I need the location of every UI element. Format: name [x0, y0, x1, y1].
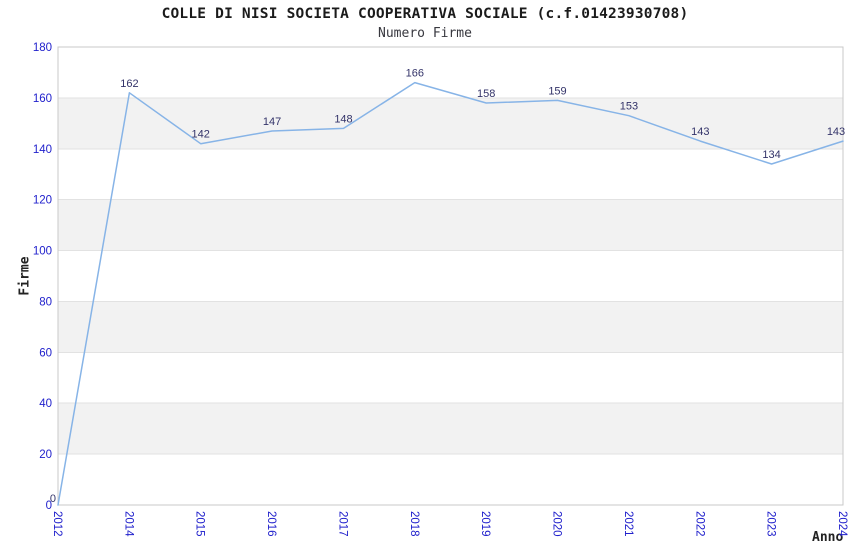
data-label: 148 [334, 113, 352, 125]
data-label: 166 [406, 68, 424, 80]
plot-band [58, 403, 843, 455]
x-tick-label: 2012 [51, 511, 63, 537]
x-tick-label: 2016 [265, 511, 277, 537]
x-tick-label: 2017 [337, 511, 349, 537]
y-tick-label: 60 [39, 347, 52, 359]
y-tick-label: 180 [33, 42, 52, 54]
x-axis-title: Anno [812, 530, 844, 545]
x-tick-label: 2021 [622, 511, 634, 537]
x-tick-label: 2023 [765, 511, 777, 537]
x-tick-label: 2014 [122, 511, 134, 537]
plot-band [58, 97, 843, 149]
y-tick-label: 120 [33, 195, 52, 207]
y-tick-label: 160 [33, 93, 52, 105]
data-label: 134 [762, 149, 780, 161]
data-label: 153 [620, 101, 638, 113]
data-label: 143 [691, 126, 709, 138]
x-tick-label: 2022 [693, 511, 705, 537]
data-label: 159 [548, 85, 566, 97]
chart-title: COLLE DI NISI SOCIETA COOPERATIVA SOCIAL… [161, 6, 689, 22]
data-label: 162 [120, 78, 138, 90]
plot-band [58, 199, 843, 251]
plot-frame [57, 46, 844, 506]
x-tick-label: 2018 [408, 511, 420, 537]
data-label: 0 [50, 493, 56, 505]
y-tick-label: 40 [39, 398, 52, 410]
y-tick-label: 20 [39, 449, 52, 461]
data-label: 143 [827, 126, 845, 138]
data-label: 147 [263, 116, 281, 128]
plot-band [58, 301, 843, 353]
y-tick-label: 80 [39, 296, 52, 308]
data-label: 142 [192, 129, 210, 141]
x-tick-label: 2020 [551, 511, 563, 537]
y-tick-label: 140 [33, 144, 52, 156]
x-tick-label: 2015 [194, 511, 206, 537]
data-label: 158 [477, 88, 495, 100]
series-line [57, 81, 844, 506]
y-tick-label: 100 [33, 246, 52, 258]
y-tick-label: 0 [46, 500, 52, 512]
chart-subtitle: Numero Firme [378, 26, 472, 41]
x-tick-label: 2019 [479, 511, 491, 537]
x-tick-label: 2024 [836, 511, 848, 537]
